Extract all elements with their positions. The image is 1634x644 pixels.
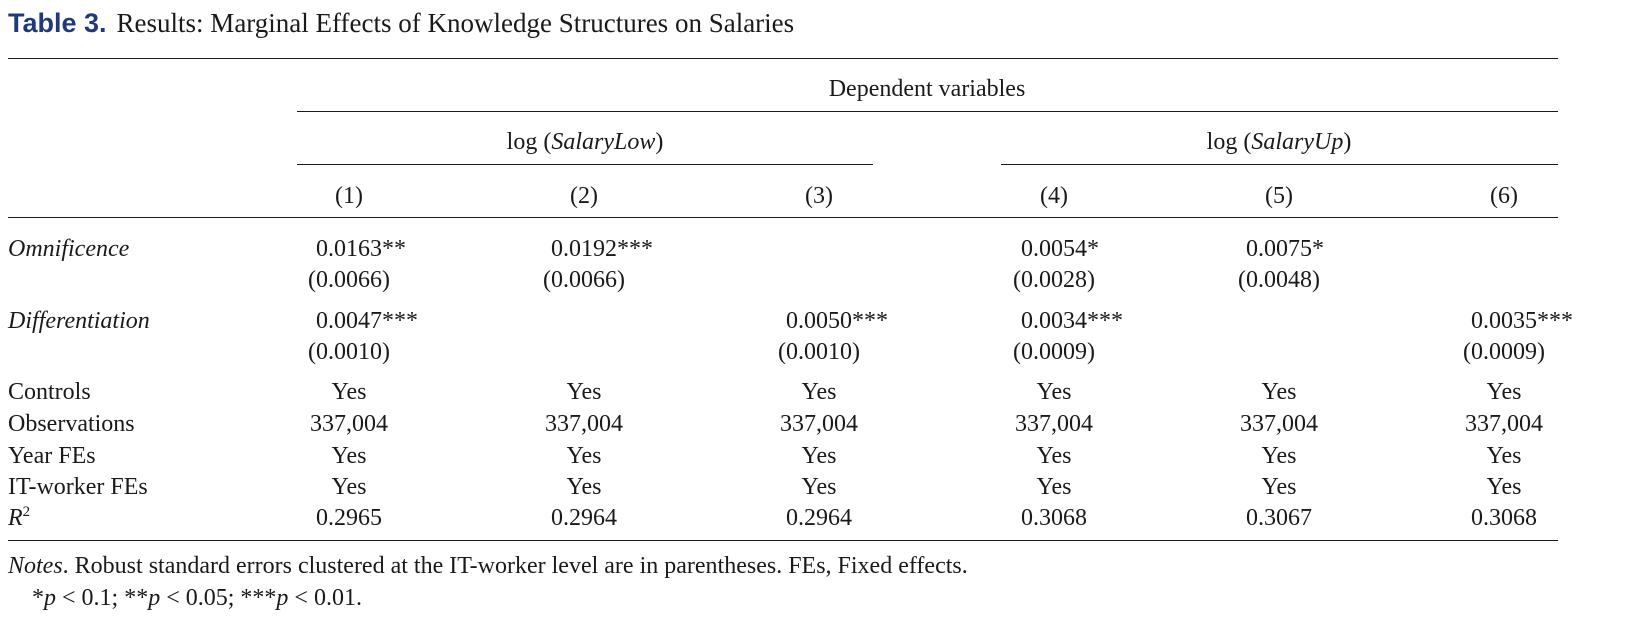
observations-col-3: 337,004 <box>780 411 858 437</box>
dependent-variables-rule <box>297 111 1558 112</box>
r2-col-2: 0.2964 <box>551 505 617 531</box>
sig-p-1: p <box>44 585 56 611</box>
controls-col-3: Yes <box>801 379 837 405</box>
row-label-omnificence: Omnificence <box>8 236 130 262</box>
differentiation-se-col-3: (0.0010) <box>778 339 860 365</box>
row-label-differentiation: Differentiation <box>8 308 150 334</box>
differentiation-se-col-1: (0.0010) <box>308 339 390 365</box>
observations-col-2: 337,004 <box>545 411 623 437</box>
it-worker-fes-col-5: Yes <box>1261 474 1297 500</box>
r-superscript: 2 <box>22 504 31 520</box>
salary-up-header: log (SalaryUp) <box>1207 130 1352 154</box>
year-fes-col-6: Yes <box>1486 443 1522 469</box>
sig-stars-3: *** <box>240 585 277 611</box>
year-fes-col-3: Yes <box>801 443 837 469</box>
sig-stars-1: * <box>32 585 44 611</box>
controls-col-4: Yes <box>1036 379 1072 405</box>
log-prefix: log ( <box>1206 129 1252 155</box>
sig-threshold-2: < 0.05; <box>160 585 241 611</box>
differentiation-se-col-4: (0.0009) <box>1013 339 1095 365</box>
r2-col-5: 0.3067 <box>1246 505 1312 531</box>
column-header-1: (1) <box>335 183 363 209</box>
row-label-year-fes: Year FEs <box>8 443 96 469</box>
differentiation-coef-col-4: 0.0034*** <box>1021 308 1123 334</box>
column-header-4: (4) <box>1040 183 1068 209</box>
table-caption-text: Results: Marginal Effects of Knowledge S… <box>116 8 795 38</box>
column-header-3: (3) <box>805 183 833 209</box>
r2-col-4: 0.3068 <box>1021 505 1087 531</box>
salary-up-var: SalaryUp <box>1251 129 1344 155</box>
controls-col-6: Yes <box>1486 379 1522 405</box>
row-label-r-squared: R2 <box>8 504 31 531</box>
paren-close: ) <box>1343 129 1352 155</box>
notes-text: . Robust standard errors clustered at th… <box>62 553 968 579</box>
salary-low-rule <box>297 164 873 165</box>
observations-col-1: 337,004 <box>310 411 388 437</box>
r-symbol: R <box>8 505 23 531</box>
row-label-observations: Observations <box>8 411 135 437</box>
bottom-rule <box>8 540 1558 541</box>
sig-threshold-3: < 0.01. <box>288 585 362 611</box>
r2-col-3: 0.2964 <box>786 505 852 531</box>
column-header-5: (5) <box>1265 183 1293 209</box>
differentiation-se-col-6: (0.0009) <box>1463 339 1545 365</box>
row-label-it-worker-fes: IT-worker FEs <box>8 474 148 500</box>
it-worker-fes-col-2: Yes <box>566 474 602 500</box>
differentiation-coef-col-3: 0.0050*** <box>786 308 888 334</box>
controls-col-2: Yes <box>566 379 602 405</box>
omnificence-coef-col-5: 0.0075* <box>1246 236 1324 262</box>
omnificence-coef-col-4: 0.0054* <box>1021 236 1099 262</box>
column-header-2: (2) <box>570 183 598 209</box>
controls-col-5: Yes <box>1261 379 1297 405</box>
salary-up-rule <box>1001 164 1558 165</box>
observations-col-5: 337,004 <box>1240 411 1318 437</box>
dependent-variables-header: Dependent variables <box>828 76 1026 102</box>
it-worker-fes-col-4: Yes <box>1036 474 1072 500</box>
omnificence-coef-col-1: 0.0163** <box>316 236 406 262</box>
it-worker-fes-col-3: Yes <box>801 474 837 500</box>
year-fes-col-2: Yes <box>566 443 602 469</box>
sig-p-3: p <box>276 585 289 611</box>
r2-col-6: 0.3068 <box>1471 505 1537 531</box>
omnificence-se-col-4: (0.0028) <box>1013 267 1095 293</box>
header-bottom-rule <box>8 217 1558 218</box>
row-label-controls: Controls <box>8 379 91 405</box>
salary-low-header: log (SalaryLow) <box>507 130 664 154</box>
differentiation-coef-col-6: 0.0035*** <box>1471 308 1573 334</box>
sig-stars-2: ** <box>124 585 149 611</box>
salary-low-var: SalaryLow <box>551 129 656 155</box>
omnificence-se-col-5: (0.0048) <box>1238 267 1320 293</box>
observations-col-6: 337,004 <box>1465 411 1543 437</box>
sig-threshold-1: < 0.1; <box>56 585 125 611</box>
notes-label: Notes <box>8 553 63 579</box>
column-header-6: (6) <box>1490 183 1518 209</box>
year-fes-col-5: Yes <box>1261 443 1297 469</box>
significance-legend: *p < 0.1; **p < 0.05; ***p < 0.01. <box>32 586 362 610</box>
observations-col-4: 337,004 <box>1015 411 1093 437</box>
sig-p-2: p <box>148 585 161 611</box>
omnificence-coef-col-2: 0.0192*** <box>551 236 653 262</box>
r2-col-1: 0.2965 <box>316 505 382 531</box>
table-notes: Notes. Robust standard errors clustered … <box>8 554 968 578</box>
it-worker-fes-col-6: Yes <box>1486 474 1522 500</box>
it-worker-fes-col-1: Yes <box>331 474 367 500</box>
differentiation-coef-col-1: 0.0047*** <box>316 308 418 334</box>
controls-col-1: Yes <box>331 379 367 405</box>
omnificence-se-col-1: (0.0066) <box>308 267 390 293</box>
top-rule <box>8 58 1558 59</box>
year-fes-col-4: Yes <box>1036 443 1072 469</box>
year-fes-col-1: Yes <box>331 443 367 469</box>
table-number-label: Table 3. <box>8 8 107 38</box>
paren-close: ) <box>655 129 664 155</box>
omnificence-se-col-2: (0.0066) <box>543 267 625 293</box>
table-title: Table 3. Results: Marginal Effects of Kno… <box>8 8 794 39</box>
log-prefix: log ( <box>506 129 552 155</box>
